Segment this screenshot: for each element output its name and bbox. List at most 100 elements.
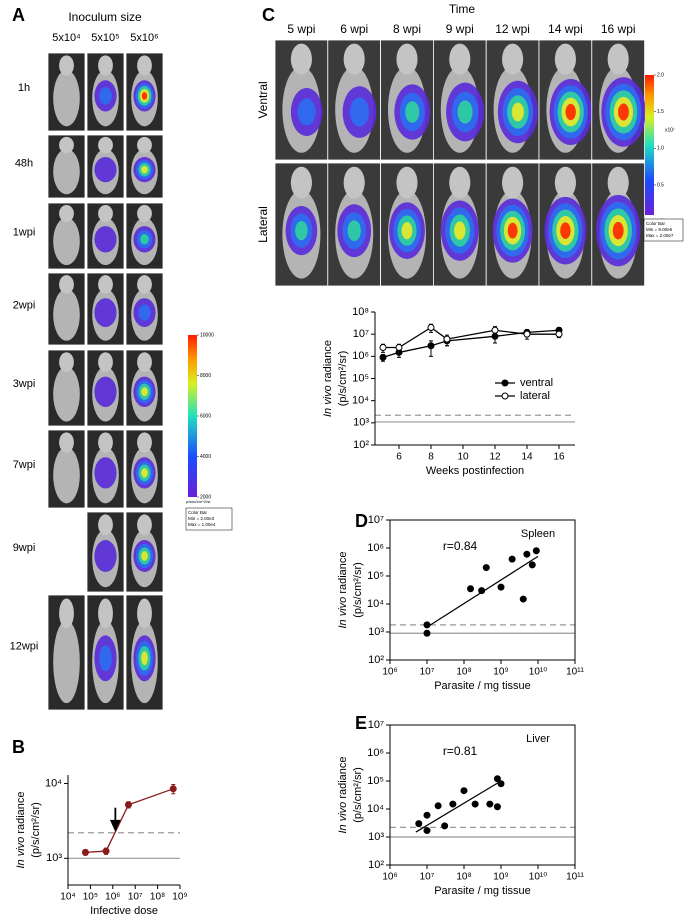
panel-title: Inoculum size	[68, 10, 142, 24]
x-tick-label: 8	[428, 452, 434, 463]
mouse-head	[137, 275, 152, 294]
x-axis-label: Parasite / mg tissue	[434, 885, 531, 897]
x-tick-label: 10⁶	[382, 872, 397, 883]
marker	[497, 583, 505, 591]
y-tick-label: 10⁵	[367, 775, 384, 787]
arrow	[109, 807, 121, 832]
y-axis-label-italic: In vivo	[15, 837, 27, 869]
row-label: 48h	[15, 157, 33, 169]
colorbar-tick-label: 2.0	[657, 72, 664, 78]
panel-label: B	[12, 737, 25, 757]
x-tick-label: 10⁷	[128, 892, 143, 903]
column-label: 5x10⁴	[52, 32, 81, 44]
y-tick-label: 10³	[353, 417, 369, 429]
tissue-label: Spleen	[521, 528, 555, 540]
marker	[471, 800, 479, 808]
mouse-head	[607, 43, 629, 75]
panel-label: A	[12, 5, 25, 25]
y-tick-label: 10⁴	[352, 395, 369, 407]
series-line	[85, 788, 174, 854]
x-tick-label: 10⁸	[456, 667, 471, 678]
series-line	[383, 326, 559, 349]
marker	[427, 342, 435, 350]
panel-label: D	[355, 511, 368, 531]
y-axis-label: In vivo radiance	[322, 340, 334, 417]
signal	[99, 87, 112, 105]
mouse-head	[59, 55, 74, 76]
x-tick-label: 10⁷	[420, 667, 435, 678]
colorbar-tick-label: 10000	[200, 332, 214, 338]
mouse-head	[137, 352, 152, 373]
mouse-head	[502, 166, 524, 199]
mouse-head	[137, 55, 152, 76]
colorbar-caption-box	[643, 218, 684, 242]
colorbar-caption: Min = 2.00e3	[188, 516, 215, 521]
y-tick-label: 10²	[353, 439, 369, 451]
mouse-head	[449, 166, 471, 199]
column-label: 14 wpi	[548, 22, 583, 36]
signal	[349, 97, 370, 127]
mouse-head	[98, 275, 113, 294]
x-tick-label: 16	[553, 452, 565, 463]
column-label: 12 wpi	[495, 22, 530, 36]
marker	[379, 344, 387, 352]
column-label: 9 wpi	[446, 22, 474, 36]
x-tick-label: 10	[457, 452, 469, 463]
signal	[511, 102, 524, 122]
row-label: 2wpi	[13, 299, 36, 311]
signal	[138, 304, 151, 321]
mouse-head	[59, 275, 74, 294]
y-axis-units: (p/s/cm²/sr)	[352, 562, 364, 618]
signal	[94, 376, 117, 407]
marker	[423, 827, 431, 835]
x-tick-label: 10¹⁰	[529, 667, 547, 678]
x-tick-label: 10⁶	[105, 892, 120, 903]
colorbar-tick-label: 6000	[200, 413, 211, 419]
marker	[415, 820, 423, 828]
signal	[141, 551, 148, 561]
x-tick-label: 10⁶	[382, 667, 397, 678]
mouse-head	[98, 136, 113, 154]
marker	[423, 629, 431, 637]
mouse-head	[137, 136, 152, 154]
y-axis-label-text: radiance	[15, 791, 27, 833]
mouse-head	[59, 204, 74, 223]
annotation: r=0.81	[443, 744, 478, 758]
y-axis-units: (p/s/cm²/sr)	[337, 351, 349, 407]
y-tick-label: 10⁶	[367, 747, 384, 759]
y-tick-label: 10⁶	[367, 542, 384, 554]
row-label: Lateral	[256, 206, 270, 243]
y-tick-label: 10⁷	[353, 328, 369, 340]
mouse-head	[396, 166, 418, 199]
mouse-head	[554, 43, 576, 75]
signal	[140, 234, 149, 245]
mouse-head	[343, 166, 365, 199]
panel-title: Time	[449, 2, 476, 16]
signal	[141, 387, 148, 397]
signal	[297, 98, 316, 126]
mouse-head	[59, 598, 74, 629]
mouse-head	[98, 352, 113, 373]
marker	[508, 555, 516, 563]
marker	[528, 561, 536, 569]
column-label: 5 wpi	[287, 22, 315, 36]
y-axis-label-italic: In vivo	[322, 385, 334, 417]
mouse-head	[137, 514, 152, 536]
x-tick-label: 12	[489, 452, 501, 463]
mouse-head	[607, 166, 629, 199]
row-label: 3wpi	[13, 378, 36, 390]
y-tick-label: 10⁴	[367, 598, 384, 610]
column-label: 16 wpi	[601, 22, 636, 36]
signal	[94, 226, 117, 253]
colorbar-exponent: x10⁷	[665, 127, 675, 133]
y-axis-label-italic: In vivo	[337, 802, 349, 834]
marker	[427, 323, 435, 331]
mouse-head	[137, 204, 152, 223]
signal	[457, 100, 473, 124]
mouse-body	[53, 70, 80, 127]
x-tick-label: 10¹⁰	[529, 872, 547, 883]
marker	[523, 330, 531, 338]
mouse-body	[53, 288, 80, 341]
mouse-body	[53, 447, 80, 504]
